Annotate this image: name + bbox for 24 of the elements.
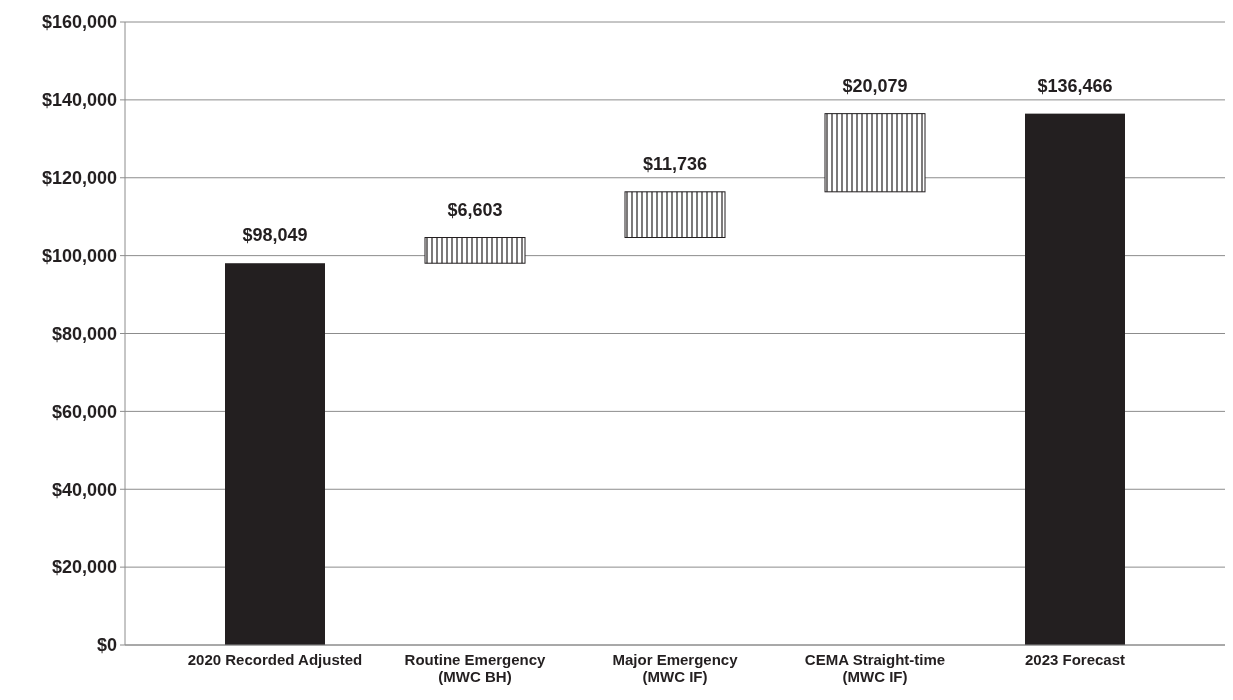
x-tick-label: 2023 Forecast [1024,651,1126,668]
x-tick-label: 2020 Recorded Adjusted [187,651,363,668]
bar [624,191,726,239]
y-tick-label: $0 [96,635,117,656]
x-tick-label: Routine Emergency (MWC BH) [404,651,547,685]
y-tick-label: $60,000 [51,401,117,422]
y-tick-label: $120,000 [41,168,117,189]
x-tick-label: Major Emergency (MWC IF) [612,651,739,685]
bar [1025,113,1125,645]
y-tick-label: $100,000 [41,245,117,266]
bar [824,113,926,193]
data-label: $98,049 [242,225,308,246]
bar [225,263,325,645]
y-tick-label: $140,000 [41,90,117,111]
bar [424,237,526,264]
data-label: $136,466 [1037,75,1113,96]
y-tick-label: $40,000 [51,479,117,500]
data-label: $20,079 [842,75,908,96]
data-label: $11,736 [642,153,708,174]
y-tick-label: $160,000 [41,12,117,33]
x-tick-label: CEMA Straight-time (MWC IF) [804,651,946,685]
y-tick-label: $80,000 [51,323,117,344]
y-tick-label: $20,000 [51,557,117,578]
data-label: $6,603 [447,199,503,220]
